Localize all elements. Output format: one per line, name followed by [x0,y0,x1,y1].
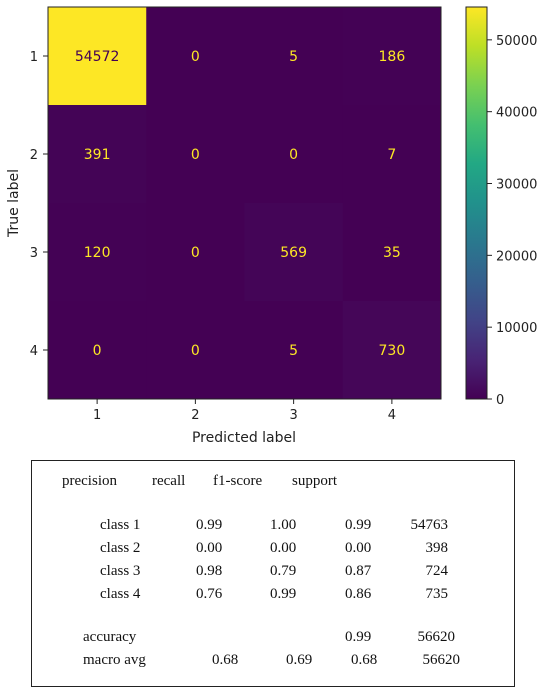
report-macro-avg-label: macro avg [83,652,146,668]
report-row-support: 735 [425,586,449,602]
y-tick-label: 2 [30,148,38,163]
heatmap-cells: 54572 0 5 186 391 0 0 7 120 0 569 35 0 0 5 730 [48,7,442,400]
report-row-precision: 0.76 [196,586,223,602]
report-row-support: 398 [425,540,449,556]
plot-frame [47,6,442,400]
cell-value-label: 0 [93,343,102,359]
cell-value-label: 35 [383,245,401,261]
cell-value-label: 5 [289,343,298,359]
report-row-recall: 0.00 [270,540,297,556]
heatmap-cell [342,301,442,400]
report-macro-avg-precision: 0.68 [212,652,239,668]
report-header-precision: precision [62,473,117,489]
heatmap-cell [48,203,147,302]
heatmap-cell [244,105,344,204]
heatmap-cell [342,105,442,204]
report-row-label: class 3 [100,563,141,579]
heatmap-cell [146,203,245,302]
classification-report: precision recall f1-score support class … [31,460,515,687]
report-row-recall: 1.00 [270,517,297,533]
y-tick-label: 1 [30,50,38,65]
x-tick-label: 2 [191,408,199,423]
cell-value-label: 569 [280,245,307,261]
cell-value-label: 0 [191,245,200,261]
report-row-support: 54763 [410,517,449,533]
cell-value-label: 5 [289,49,298,65]
report-header-support: support [292,473,337,489]
report-row-precision: 0.00 [196,540,223,556]
report-row-f1: 0.86 [345,586,372,602]
x-axis-ticks: 1 2 3 4 [93,399,396,423]
x-tick-label: 3 [289,408,297,423]
report-accuracy-support: 56620 [417,629,456,645]
cell-value-label: 0 [289,147,298,163]
heatmap-cell [146,105,245,204]
heatmap-cell [146,7,245,106]
colorbar-tick-label: 0 [496,393,504,408]
cell-value-label: 0 [191,49,200,65]
report-accuracy-f1: 0.99 [345,629,372,645]
report-row-f1: 0.00 [345,540,372,556]
cell-value-label: 0 [191,343,200,359]
cell-value-label: 391 [84,147,111,163]
report-macro-avg-recall: 0.69 [286,652,313,668]
report-macro-avg-support: 56620 [422,652,461,668]
heatmap-cell [146,301,245,400]
colorbar [465,6,488,400]
cell-value-label: 0 [191,147,200,163]
colorbar-tick-label: 10000 [496,321,537,336]
cell-value-label: 7 [387,147,396,163]
confusion-matrix-chart: 54572 0 5 186 391 0 0 7 120 0 569 35 0 0 5 730 1 2 3 4 1 2 3… [6,6,537,446]
report-row-support: 724 [425,563,449,579]
colorbar-ticks: 0 10000 20000 30000 40000 50000 [487,34,537,408]
x-tick-label: 1 [93,408,101,423]
x-axis-label: Predicted label [192,430,296,446]
y-axis-ticks: 1 2 3 4 [30,50,48,359]
colorbar-tick-label: 40000 [496,106,537,121]
report-row-f1: 0.99 [345,517,372,533]
cell-value-label: 120 [84,245,111,261]
colorbar-tick-label: 50000 [496,34,537,49]
report-row-label: class 1 [100,517,141,533]
report-row-recall: 0.79 [270,563,297,579]
cell-value-label: 54572 [75,49,120,65]
report-row-precision: 0.99 [196,517,223,533]
heatmap-cell [244,7,344,106]
heatmap-cell [48,105,147,204]
heatmap-cell [342,7,442,106]
heatmap-cell [342,203,442,302]
heatmap-cell [244,301,344,400]
report-row-recall: 0.99 [270,586,297,602]
report-macro-avg-f1: 0.68 [351,652,378,668]
heatmap-cell [48,301,147,400]
x-tick-label: 4 [388,408,396,423]
report-row-precision: 0.98 [196,563,223,579]
cell-value-label: 730 [379,343,406,359]
colorbar-tick-label: 20000 [496,249,537,264]
report-header-recall: recall [152,473,186,489]
y-axis-label: True label [6,169,22,238]
cell-value-label: 186 [379,49,406,65]
heatmap-cell [48,7,147,106]
colorbar-tick-label: 30000 [496,178,537,193]
report-header-f1-score: f1-score [213,473,263,489]
y-tick-label: 3 [30,246,38,261]
report-row-f1: 0.87 [345,563,372,579]
y-tick-label: 4 [30,344,38,359]
report-row-label: class 4 [100,586,141,602]
report-accuracy-label: accuracy [83,629,137,645]
heatmap-cell [244,203,344,302]
report-row-label: class 2 [100,540,141,556]
